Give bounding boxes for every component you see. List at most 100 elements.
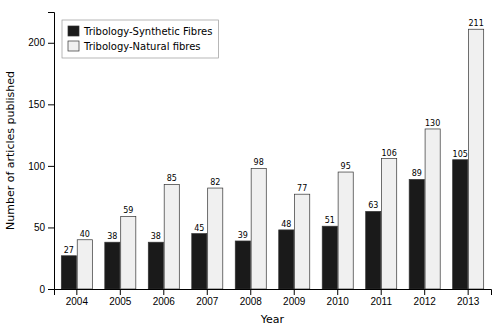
x-tick-label: 2007 — [196, 296, 219, 307]
y-tick: 50 — [34, 222, 54, 233]
y-axis: 0 50 100 150 200 — [28, 13, 54, 295]
data-label: 51 — [325, 216, 335, 225]
x-tick-label: 2005 — [109, 296, 132, 307]
bar — [251, 168, 266, 289]
y-tick-mark — [48, 227, 54, 228]
bar — [322, 226, 337, 289]
y-tick-label: 50 — [34, 222, 46, 233]
data-label: 95 — [341, 162, 351, 171]
plot: 0 50 100 150 200 2004 2005 2006 2007 2008 2009 2010… — [4, 13, 492, 327]
bar — [192, 234, 207, 289]
bar — [469, 29, 484, 289]
x-tick-mark — [381, 289, 382, 295]
x-tick: 2004 — [66, 289, 89, 307]
y-tick-label: 100 — [28, 161, 45, 172]
x-tick-mark — [120, 289, 121, 295]
data-label: 40 — [80, 230, 90, 239]
x-axis-title: Year — [260, 313, 285, 326]
bar — [61, 256, 76, 289]
data-label: 63 — [368, 201, 378, 210]
x-tick: 2011 — [370, 289, 392, 307]
bar — [235, 241, 250, 289]
data-label: 105 — [453, 150, 468, 159]
y-tick-mark — [48, 43, 54, 44]
data-label: 82 — [210, 178, 220, 187]
bar — [366, 211, 381, 289]
x-tick-label: 2013 — [457, 296, 480, 307]
x-tick-label: 2010 — [327, 296, 350, 307]
y-tick: 0 — [39, 284, 54, 295]
data-label: 38 — [107, 232, 117, 241]
data-label: 38 — [151, 232, 161, 241]
x-tick: 2007 — [196, 289, 219, 307]
chart: 0 50 100 150 200 2004 2005 2006 2007 2008 2009 2010… — [0, 0, 503, 331]
y-tick-label: 150 — [28, 99, 45, 110]
data-label: 77 — [297, 184, 307, 193]
legend-label: Tribology-Natural fibres — [83, 41, 201, 52]
y-tick: 150 — [28, 99, 54, 110]
x-tick-mark — [76, 289, 77, 295]
x-axis: 2004 2005 2006 2007 2008 2009 2010 2011 2012 2013 — [55, 289, 492, 307]
legend-item: Tribology-Natural fibres — [68, 41, 201, 52]
data-label: 27 — [64, 246, 74, 255]
x-tick: 2009 — [283, 289, 306, 307]
bar — [453, 160, 468, 289]
y-axis-title: Number of articles published — [4, 71, 17, 230]
y-tick-label: 200 — [28, 37, 45, 48]
y-tick-mark — [48, 289, 54, 290]
x-tick-mark — [250, 289, 251, 295]
data-label: 45 — [194, 224, 204, 233]
bar — [105, 242, 120, 289]
data-label: 89 — [412, 169, 422, 178]
x-tick-label: 2012 — [414, 296, 437, 307]
bar — [295, 194, 310, 289]
data-label: 130 — [425, 119, 440, 128]
x-tick-label: 2006 — [153, 296, 176, 307]
x-tick: 2010 — [327, 289, 350, 307]
bar — [77, 240, 92, 289]
bar — [208, 188, 223, 289]
x-axis-line — [55, 290, 492, 296]
y-axis-line — [48, 13, 55, 290]
legend-frame — [62, 20, 218, 58]
x-tick-label: 2008 — [240, 296, 263, 307]
data-label: 85 — [167, 174, 177, 183]
x-tick-mark — [337, 289, 338, 295]
x-tick-label: 2011 — [370, 296, 392, 307]
bar — [425, 129, 440, 289]
data-label: 98 — [254, 158, 264, 167]
data-label: 106 — [382, 149, 397, 158]
bar — [164, 184, 179, 289]
x-tick: 2013 — [457, 289, 480, 307]
y-tick: 200 — [28, 37, 54, 48]
bar — [409, 179, 424, 289]
y-tick-label: 0 — [39, 284, 45, 295]
data-label: 39 — [238, 231, 248, 240]
y-tick-mark — [48, 104, 54, 105]
x-tick-mark — [294, 289, 295, 295]
x-tick: 2008 — [240, 289, 263, 307]
bar — [279, 230, 294, 289]
x-tick-mark — [207, 289, 208, 295]
x-tick: 2006 — [153, 289, 176, 307]
legend-swatch — [68, 26, 79, 36]
x-tick-label: 2009 — [283, 296, 306, 307]
x-tick-mark — [424, 289, 425, 295]
bar — [121, 216, 136, 289]
x-tick-mark — [468, 289, 469, 295]
legend-swatch — [68, 41, 79, 51]
bars — [61, 29, 483, 289]
bar — [148, 242, 163, 289]
y-tick-mark — [48, 166, 54, 167]
x-tick-mark — [163, 289, 164, 295]
legend: Tribology-Synthetic Fibres Tribology-Natu… — [62, 20, 218, 58]
y-tick: 100 — [28, 161, 54, 172]
bar — [338, 172, 353, 289]
legend-item: Tribology-Synthetic Fibres — [68, 26, 212, 37]
legend-label: Tribology-Synthetic Fibres — [83, 26, 212, 37]
x-tick: 2005 — [109, 289, 132, 307]
bar — [382, 159, 397, 289]
x-tick-label: 2004 — [66, 296, 89, 307]
x-tick: 2012 — [414, 289, 437, 307]
data-label: 48 — [281, 220, 291, 229]
